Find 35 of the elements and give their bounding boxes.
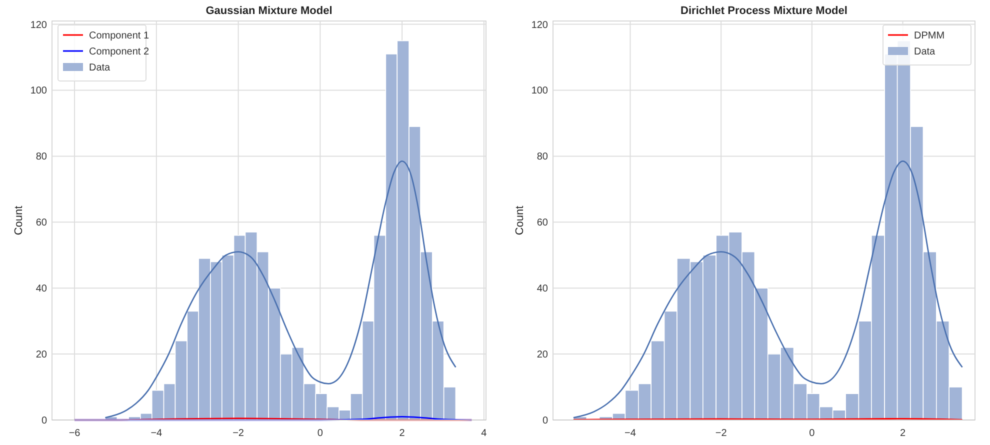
y-tick-label: 40 <box>36 284 48 295</box>
x-tick-label: 0 <box>809 428 816 439</box>
x-tick-label: −4 <box>150 428 163 439</box>
x-tick-label: 0 <box>317 428 324 439</box>
x-tick-label: 4 <box>481 428 488 439</box>
y-tick-label: 20 <box>36 350 48 361</box>
y-axis-title: Count <box>514 206 526 236</box>
y-tick-label: 80 <box>536 152 548 163</box>
y-tick-label: 0 <box>41 416 48 426</box>
y-tick-label: 0 <box>542 416 548 426</box>
x-tick-label: −2 <box>232 428 244 439</box>
y-tick-label: 100 <box>531 86 548 97</box>
legend-label: Component 2 <box>89 46 150 58</box>
chart-title: Gaussian Mixture Model <box>206 5 332 17</box>
y-tick-label: 100 <box>30 86 48 97</box>
legend-label: DPMM <box>914 30 945 42</box>
y-tick-label: 120 <box>30 20 48 31</box>
y-tick-label: 60 <box>536 218 548 229</box>
x-tick-label: −2 <box>715 428 728 439</box>
y-tick-label: 120 <box>531 20 548 31</box>
y-tick-label: 20 <box>536 350 548 361</box>
y-axis-title: Count <box>13 206 25 236</box>
x-tick-label: 2 <box>399 428 406 439</box>
chart-title: Dirichlet Process Mixture Model <box>680 5 848 17</box>
x-tick-label: −6 <box>68 428 81 439</box>
line-series <box>104 160 456 418</box>
y-tick-label: 80 <box>36 152 48 163</box>
x-tick-label: 2 <box>900 428 906 439</box>
legend-label: Component 1 <box>89 30 150 42</box>
y-tick-label: 40 <box>536 284 548 295</box>
y-tick-label: 60 <box>36 218 48 229</box>
legend-label: Data <box>89 62 111 74</box>
legend-label: Data <box>914 46 936 58</box>
x-tick-label: −4 <box>624 428 636 439</box>
line-series <box>572 160 963 418</box>
